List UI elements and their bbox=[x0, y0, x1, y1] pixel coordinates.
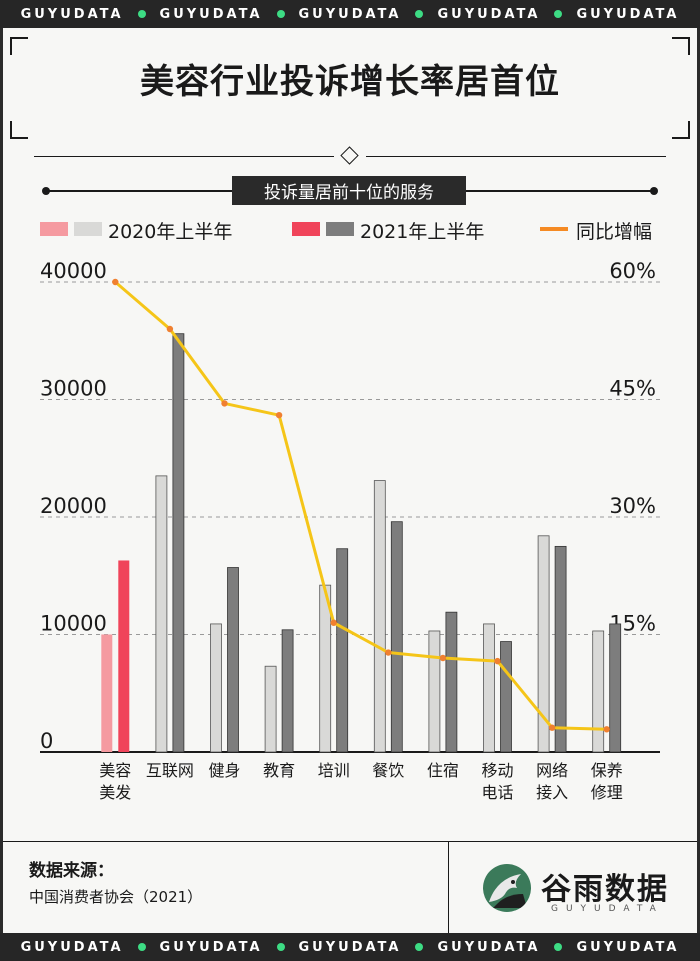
bar-2020 bbox=[428, 630, 441, 753]
legend-swatch-2021-highlight bbox=[292, 222, 320, 236]
bar-2021 bbox=[118, 560, 130, 752]
banner-dot-icon bbox=[554, 10, 563, 18]
growth-point bbox=[221, 400, 228, 407]
footer: 数据来源： 中国消费者协会（2021） 谷雨数据 GUYUDATA bbox=[3, 841, 697, 934]
legend-label-growth: 同比增幅 bbox=[576, 221, 653, 243]
title-rule-left bbox=[34, 156, 334, 157]
growth-point bbox=[112, 278, 119, 286]
x-tick-label: 教育 bbox=[263, 761, 295, 780]
bar-2021 bbox=[172, 333, 185, 753]
bar-2020 bbox=[537, 535, 550, 753]
x-tick-label: 网络 bbox=[536, 761, 568, 780]
bar-2020 bbox=[592, 630, 605, 753]
growth-point bbox=[439, 654, 447, 662]
growth-point bbox=[548, 724, 556, 731]
growth-point bbox=[330, 619, 337, 626]
bar-2020 bbox=[483, 623, 495, 753]
y2-tick-label: 45% bbox=[609, 377, 656, 401]
chart-legend: 2020年上半年 2021年上半年 同比增幅 bbox=[40, 215, 670, 243]
y-tick-label: 40000 bbox=[40, 259, 107, 283]
bird-logo-icon bbox=[483, 864, 531, 912]
y-tick-label: 0 bbox=[40, 729, 53, 753]
banner-word: GUYUDATA bbox=[298, 6, 402, 22]
x-tick-label: 电话 bbox=[481, 783, 513, 802]
banner-dot-icon bbox=[137, 10, 146, 18]
legend-label-2020: 2020年上半年 bbox=[108, 221, 233, 243]
x-tick-label: 美容 bbox=[99, 761, 131, 780]
legend-swatch-growth bbox=[540, 227, 568, 231]
x-tick-label: 餐饮 bbox=[372, 761, 404, 780]
bar-2020 bbox=[264, 665, 277, 753]
banner-word: GUYUDATA bbox=[298, 939, 402, 955]
banner-word: GUYUDATA bbox=[20, 6, 124, 22]
bottom-banner: GUYUDATA GUYUDATA GUYUDATA GUYUDATA GUYUDATA bbox=[0, 933, 700, 961]
x-tick-label: 住宿 bbox=[427, 761, 459, 780]
bar-2020 bbox=[210, 623, 222, 753]
x-tick-label: 移动 bbox=[481, 761, 513, 780]
x-tick-label: 保养 bbox=[591, 761, 623, 780]
y2-tick-label: 30% bbox=[609, 494, 656, 518]
x-tick-label: 健身 bbox=[208, 761, 240, 780]
y-tick-label: 20000 bbox=[40, 494, 107, 518]
y-tick-label: 10000 bbox=[40, 612, 107, 636]
banner-word: GUYUDATA bbox=[437, 6, 541, 22]
banner-word: GUYUDATA bbox=[576, 939, 680, 955]
top-banner: GUYUDATA GUYUDATA GUYUDATA GUYUDATA GUYUDATA bbox=[0, 0, 700, 28]
banner-dot-icon bbox=[554, 943, 563, 951]
bar-2021 bbox=[554, 545, 567, 753]
corner-top-left bbox=[10, 37, 28, 55]
banner-word: GUYUDATA bbox=[159, 6, 263, 22]
bar-2021 bbox=[500, 641, 512, 753]
banner-word: GUYUDATA bbox=[437, 939, 541, 955]
x-tick-label: 培训 bbox=[318, 761, 350, 780]
chart-subtitle: 投诉量居前十位的服务 bbox=[232, 176, 466, 205]
banner-dot-icon bbox=[276, 10, 285, 18]
bar-2020 bbox=[373, 480, 386, 753]
legend-swatch-2020 bbox=[74, 222, 102, 236]
banner-dot-icon bbox=[415, 10, 424, 18]
growth-point bbox=[494, 657, 501, 665]
corner-mid-left bbox=[10, 121, 28, 139]
legend-swatch-2020-highlight bbox=[40, 222, 68, 236]
bar-2020 bbox=[101, 634, 113, 752]
banner-dot-icon bbox=[276, 943, 285, 951]
growth-point bbox=[275, 411, 283, 419]
banner-word: GUYUDATA bbox=[20, 939, 124, 955]
legend-swatch-2021 bbox=[326, 222, 354, 236]
x-tick-label: 接入 bbox=[536, 783, 568, 802]
x-tick-label: 修理 bbox=[591, 783, 623, 802]
bar-2021 bbox=[609, 623, 622, 753]
page-title: 美容行业投诉增长率居首位 bbox=[140, 62, 560, 102]
y2-tick-label: 60% bbox=[609, 259, 656, 283]
growth-point bbox=[603, 726, 610, 733]
source-text: 中国消费者协会（2021） bbox=[29, 888, 203, 906]
footer-divider bbox=[448, 842, 449, 934]
title-rule-right bbox=[366, 156, 666, 157]
y-tick-label: 30000 bbox=[40, 377, 107, 401]
banner-dot-icon bbox=[137, 943, 146, 951]
banner-dot-icon bbox=[415, 943, 424, 951]
source-label: 数据来源： bbox=[29, 861, 114, 881]
banner-word: GUYUDATA bbox=[159, 939, 263, 955]
corner-mid-right bbox=[672, 121, 690, 139]
legend-label-2021: 2021年上半年 bbox=[360, 221, 485, 243]
growth-line bbox=[114, 280, 607, 731]
x-tick-label: 互联网 bbox=[146, 761, 194, 780]
bar-2021 bbox=[281, 629, 294, 753]
growth-point bbox=[166, 325, 174, 333]
bar-2021 bbox=[227, 567, 239, 753]
bar-2020 bbox=[155, 475, 168, 753]
bar-2021 bbox=[390, 521, 403, 753]
corner-top-right bbox=[672, 37, 690, 55]
x-tick-label: 美发 bbox=[99, 783, 131, 802]
banner-word: GUYUDATA bbox=[576, 6, 680, 22]
growth-point bbox=[385, 649, 392, 656]
logo-subtitle: GUYUDATA bbox=[551, 904, 664, 914]
bar-2021 bbox=[336, 548, 349, 753]
bar-2021 bbox=[445, 611, 458, 753]
logo-name: 谷雨数据 bbox=[541, 872, 669, 907]
